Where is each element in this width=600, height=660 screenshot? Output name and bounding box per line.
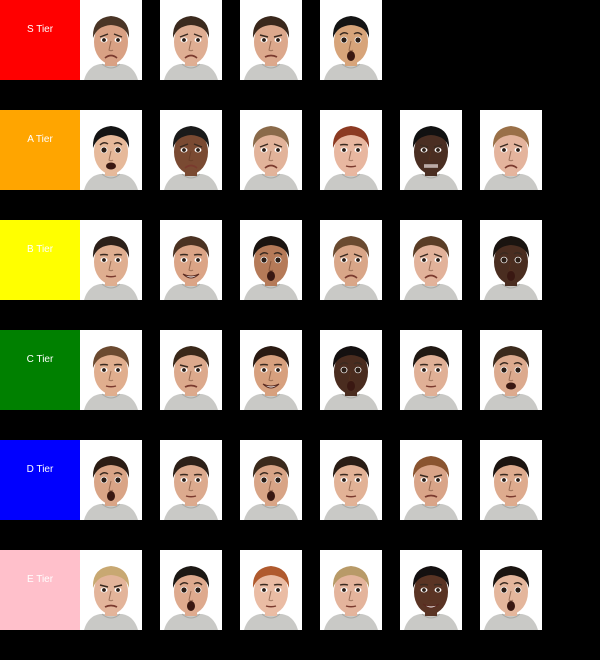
tier-label[interactable]: B Tier [0, 220, 80, 300]
face-photo-image [400, 550, 462, 630]
face-photo-image [400, 110, 462, 190]
face-photo-image [480, 220, 542, 300]
face-photo-image [320, 550, 382, 630]
face-photo[interactable] [240, 0, 302, 80]
face-photo-image [160, 220, 222, 300]
tier-row: S Tier [0, 0, 600, 80]
face-photo-image [240, 110, 302, 190]
face-photo[interactable] [160, 0, 222, 80]
face-photo-image [320, 0, 382, 80]
face-photo[interactable] [320, 440, 382, 520]
face-photo[interactable] [320, 550, 382, 630]
face-photo[interactable] [240, 550, 302, 630]
face-photo[interactable] [480, 550, 542, 630]
tier-items [80, 110, 600, 190]
tier-label[interactable]: C Tier [0, 330, 80, 410]
face-photo[interactable] [480, 220, 542, 300]
face-photo-image [240, 440, 302, 520]
tier-items [80, 440, 600, 520]
tier-row: C Tier [0, 330, 600, 410]
face-photo[interactable] [320, 0, 382, 80]
tier-label[interactable]: S Tier [0, 0, 80, 80]
tier-label[interactable]: A Tier [0, 110, 80, 190]
tier-label[interactable]: D Tier [0, 440, 80, 520]
face-photo-image [240, 0, 302, 80]
face-photo-image [480, 330, 542, 410]
face-photo[interactable] [160, 220, 222, 300]
face-photo[interactable] [160, 550, 222, 630]
tier-items [80, 0, 600, 80]
face-photo[interactable] [160, 110, 222, 190]
face-photo[interactable] [320, 330, 382, 410]
face-photo-image [320, 220, 382, 300]
face-photo-image [480, 110, 542, 190]
tier-items [80, 550, 600, 630]
face-photo-image [320, 440, 382, 520]
face-photo[interactable] [160, 440, 222, 520]
face-photo[interactable] [80, 550, 142, 630]
face-photo-image [80, 330, 142, 410]
face-photo-image [400, 330, 462, 410]
face-photo-image [160, 110, 222, 190]
face-photo-image [320, 110, 382, 190]
face-photo-image [320, 330, 382, 410]
face-photo[interactable] [400, 550, 462, 630]
tier-items [80, 330, 600, 410]
face-photo[interactable] [480, 110, 542, 190]
face-photo-image [80, 440, 142, 520]
face-photo[interactable] [400, 330, 462, 410]
face-photo[interactable] [400, 110, 462, 190]
face-photo[interactable] [240, 110, 302, 190]
face-photo-image [240, 330, 302, 410]
face-photo-image [160, 550, 222, 630]
face-photo-image [480, 440, 542, 520]
tier-row: B Tier [0, 220, 600, 300]
tier-row: A Tier [0, 110, 600, 190]
face-photo-image [80, 550, 142, 630]
face-photo[interactable] [80, 440, 142, 520]
face-photo-image [160, 0, 222, 80]
face-photo[interactable] [480, 330, 542, 410]
face-photo-image [480, 550, 542, 630]
face-photo-image [80, 0, 142, 80]
tier-label[interactable]: E Tier [0, 550, 80, 630]
face-photo[interactable] [400, 440, 462, 520]
face-photo[interactable] [480, 440, 542, 520]
face-photo[interactable] [80, 0, 142, 80]
face-photo[interactable] [320, 110, 382, 190]
face-photo-image [160, 440, 222, 520]
face-photo[interactable] [80, 110, 142, 190]
tier-row: D Tier [0, 440, 600, 520]
face-photo[interactable] [160, 330, 222, 410]
face-photo-image [400, 220, 462, 300]
face-photo-image [400, 440, 462, 520]
face-photo-image [80, 110, 142, 190]
face-photo[interactable] [240, 330, 302, 410]
face-photo-image [80, 220, 142, 300]
tier-row: E Tier [0, 550, 600, 630]
face-photo[interactable] [80, 330, 142, 410]
face-photo[interactable] [320, 220, 382, 300]
face-photo-image [240, 220, 302, 300]
face-photo[interactable] [400, 220, 462, 300]
face-photo-image [160, 330, 222, 410]
face-photo[interactable] [240, 220, 302, 300]
face-photo-image [240, 550, 302, 630]
face-photo[interactable] [240, 440, 302, 520]
face-photo[interactable] [80, 220, 142, 300]
tier-items [80, 220, 600, 300]
